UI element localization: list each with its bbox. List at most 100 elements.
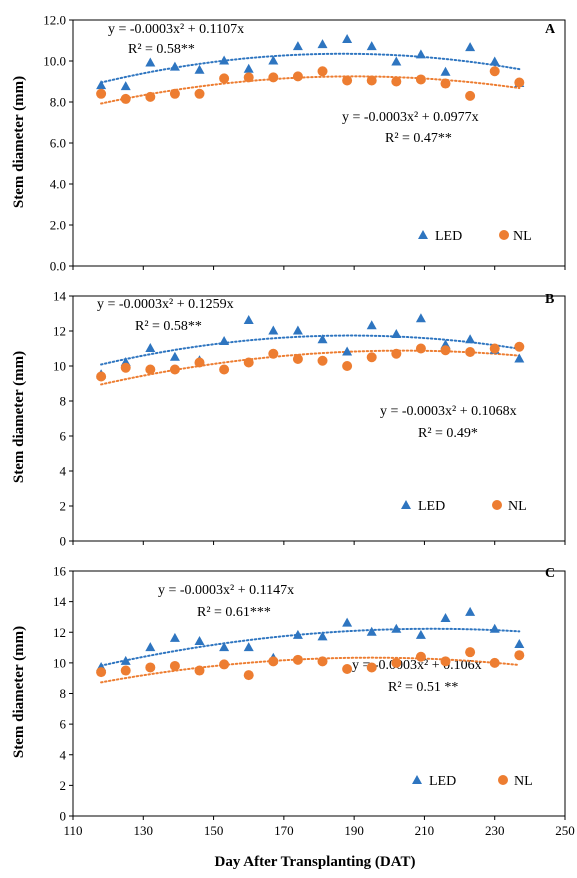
led-point <box>194 64 205 74</box>
nl-point <box>514 650 525 661</box>
panel-c-nl-r2: R² = 0.51 ** <box>388 680 458 695</box>
led-point <box>292 41 303 51</box>
nl-point <box>489 66 500 77</box>
led-point <box>415 313 426 323</box>
nl-point <box>268 72 279 83</box>
panel-b-ylabel: Stem diameter (mm) <box>11 351 27 483</box>
nl-point <box>440 78 451 89</box>
x-tick-label: 190 <box>344 823 364 838</box>
led-point <box>194 635 205 645</box>
panel-a-legend-nl: NL <box>499 229 532 244</box>
y-tick-label: 2 <box>60 778 67 793</box>
panel-b-led-r2: R² = 0.58** <box>135 319 202 334</box>
plot-frame <box>72 570 566 817</box>
nl-point <box>342 664 353 674</box>
led-point <box>415 629 426 639</box>
led-point <box>219 336 230 345</box>
led-point <box>219 55 230 65</box>
led-point <box>391 623 402 633</box>
y-tick-label: 4 <box>60 464 67 479</box>
x-axis-ticks: 110 130 150 170 190 210 230 250 <box>63 823 574 838</box>
led-point <box>391 329 402 338</box>
nl-point <box>219 659 230 670</box>
nl-point <box>96 667 107 678</box>
nl-point <box>219 364 230 375</box>
nl-point <box>169 88 180 99</box>
y-tick-label: 8 <box>60 686 67 701</box>
panel-c-legend-nl-marker <box>498 775 508 785</box>
led-point <box>145 642 156 652</box>
y-tick-label: 6 <box>60 717 67 732</box>
panel-c-plot: 0 2 4 6 8 10 12 14 16 <box>53 564 566 824</box>
panel-c-legend-led: LED <box>412 774 456 789</box>
nl-point <box>440 345 451 356</box>
led-point <box>342 617 353 627</box>
panel-b-legend-nl: NL <box>492 499 527 514</box>
led-point <box>243 642 254 652</box>
panel-b-legend-led-marker <box>401 500 411 509</box>
nl-point <box>465 647 476 658</box>
nl-point <box>317 355 328 366</box>
led-trendline <box>100 334 521 366</box>
nl-point <box>120 362 131 373</box>
y-tick-label: 8 <box>60 394 67 409</box>
panel-a-plot: 0.0 2.0 4.0 6.0 8.0 10.0 12.0 <box>43 13 566 274</box>
led-point <box>465 334 476 344</box>
nl-point <box>366 662 377 673</box>
panel-b-legend-led: LED <box>401 499 445 514</box>
panel-b-plot: 0 2 4 6 8 10 12 14 <box>53 289 566 549</box>
panel-a-nl-r2: R² = 0.47** <box>385 131 452 146</box>
led-point <box>342 33 353 43</box>
led-point <box>219 642 230 652</box>
y-tick-label: 2.0 <box>50 218 66 233</box>
nl-point <box>292 354 303 364</box>
x-tick-label: 110 <box>63 823 82 838</box>
x-tick-label: 150 <box>204 823 224 838</box>
y-tick-label: 12.0 <box>43 13 66 28</box>
led-point <box>514 639 525 648</box>
nl-point <box>440 656 451 667</box>
led-point <box>440 612 451 622</box>
nl-point <box>366 75 377 86</box>
nl-point <box>391 348 402 359</box>
y-tick-label: 12 <box>53 625 66 640</box>
y-tick-label: 6.0 <box>50 136 66 151</box>
panel-a: Stem diameter (mm) A y = -0.0003x² + 0.1… <box>11 13 566 274</box>
nl-point <box>391 76 402 87</box>
panel-b: Stem diameter (mm) B y = -0.0003x² + 0.1… <box>11 289 566 549</box>
y-tick-label: 8.0 <box>50 95 66 110</box>
panel-a-legend-nl-marker <box>499 230 509 240</box>
y-tick-label: 16 <box>53 564 67 579</box>
led-point <box>243 63 254 73</box>
led-point <box>440 66 451 76</box>
panel-a-legend-nl-label: NL <box>513 229 532 244</box>
nl-point <box>145 364 156 375</box>
led-point <box>120 655 131 665</box>
led-trendline <box>100 52 521 84</box>
y-tick-label: 14 <box>53 289 67 304</box>
led-point <box>317 39 328 49</box>
y-tick-label: 10.0 <box>43 54 66 69</box>
nl-point <box>219 73 230 84</box>
led-point <box>489 623 500 633</box>
plot-frame <box>72 295 566 542</box>
nl-point <box>243 72 254 83</box>
led-point <box>366 320 377 330</box>
nl-point <box>465 347 476 357</box>
panel-c-legend-led-marker <box>412 775 422 784</box>
led-point <box>317 334 328 344</box>
y-tick-label: 0.0 <box>50 259 66 274</box>
nl-point <box>366 352 377 363</box>
panel-b-led-equation: y = -0.0003x² + 0.1259x <box>97 297 234 312</box>
nl-point <box>194 665 205 676</box>
panel-b-nl-equation: y = -0.0003x² + 0.1068x <box>380 404 517 419</box>
led-point <box>292 629 303 639</box>
y-tick-label: 0 <box>60 809 67 824</box>
led-point <box>169 351 180 361</box>
led-point <box>342 346 353 356</box>
nl-point <box>342 361 353 371</box>
panel-a-led-equation: y = -0.0003x² + 0.1107x <box>108 22 244 37</box>
nl-trendline <box>100 75 521 105</box>
panel-a-letter: A <box>545 22 556 37</box>
panel-b-legend-nl-marker <box>492 500 502 510</box>
